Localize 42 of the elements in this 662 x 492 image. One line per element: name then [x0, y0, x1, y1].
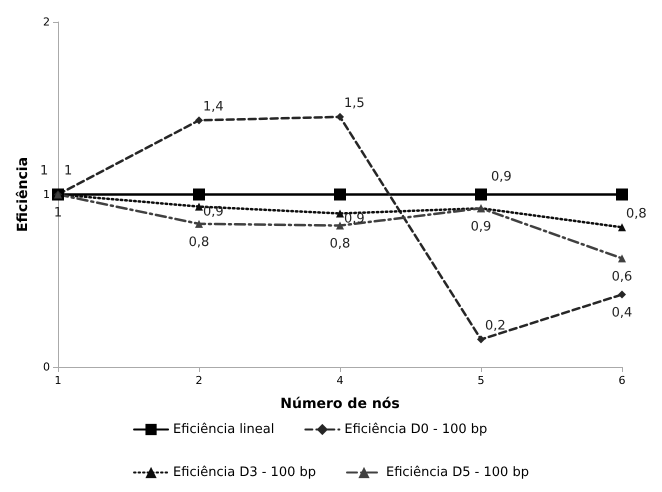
x-tick-label: 4: [336, 374, 344, 387]
data-label: 0,2: [485, 318, 506, 334]
point: [334, 188, 346, 200]
legend-label: Eficiência D5 - 100 bp: [386, 465, 529, 480]
x-axis-title: Número de nós: [280, 396, 400, 412]
data-label: 0,8: [330, 236, 350, 252]
x-tick-label: 6: [618, 374, 626, 387]
legend-label: Eficiência lineal: [173, 422, 274, 437]
data-label: 1,4: [203, 99, 224, 114]
y-tick-label: 2: [43, 16, 50, 28]
point: [618, 254, 626, 262]
point: [336, 209, 344, 218]
point: [336, 222, 344, 230]
point: [616, 188, 628, 200]
data-label: 0,9: [203, 204, 224, 220]
x-tick-label: 5: [478, 374, 484, 387]
legend-label: Eficiência D3 - 100 bp: [173, 465, 316, 480]
point: [618, 290, 626, 299]
data-label: 1: [64, 164, 72, 178]
x-tick-label: 1: [54, 374, 62, 387]
data-label: 0,9: [344, 211, 365, 226]
x-tick-label: 2: [196, 374, 202, 387]
data-label: 0,4: [612, 306, 632, 321]
y-tick-label: 0: [43, 360, 50, 374]
point: [195, 116, 203, 124]
data-label: 0,9: [491, 169, 512, 184]
point: [195, 220, 203, 228]
data-label: 1: [54, 206, 62, 220]
data-label: 0,8: [626, 206, 647, 222]
y-tick-label: 1: [43, 188, 50, 201]
point: [336, 112, 344, 121]
point: [475, 188, 487, 200]
data-label: 0,8: [188, 234, 210, 250]
data-label: 0,6: [612, 269, 632, 284]
data-label: 1,5: [344, 96, 365, 111]
point: [477, 335, 485, 344]
legend-label: Eficiência D0 - 100 bp: [344, 422, 488, 437]
point: [195, 202, 203, 211]
y-axis-title: Eficiência: [15, 156, 31, 232]
point: [618, 223, 626, 232]
data-label: 0,9: [470, 219, 492, 234]
point: [193, 188, 205, 200]
